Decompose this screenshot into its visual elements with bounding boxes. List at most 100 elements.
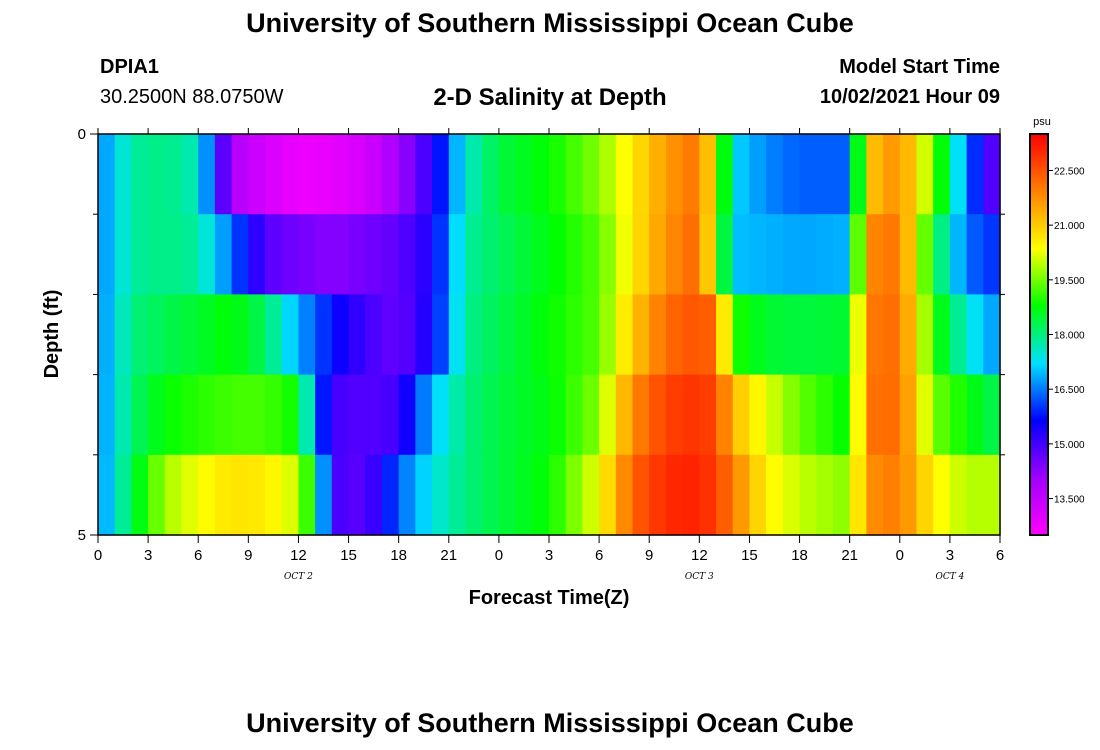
y-tick-label: 0 bbox=[78, 126, 86, 143]
heatmap-cell bbox=[716, 214, 734, 295]
colorbar-ticks: 13.500 15.000 16.500 18.000 19.500 21.000 22.5… bbox=[1048, 166, 1085, 506]
heatmap-cell bbox=[181, 454, 199, 536]
colorbar-tick-label: 16.500 bbox=[1054, 385, 1085, 396]
heatmap-cell bbox=[265, 214, 283, 295]
axes: 0 3 6 9 12 15 18 21 0 3 6 9 12 15 18 21 0 3 6 OCT 2 OCT 3 OCT… bbox=[78, 126, 1005, 582]
heatmap-cell bbox=[415, 374, 433, 456]
colorbar-tick-label: 21.000 bbox=[1054, 221, 1085, 232]
heatmap-cell bbox=[632, 454, 650, 536]
heatmap-cell bbox=[348, 374, 366, 456]
heatmap-cell bbox=[949, 294, 968, 376]
heatmap-cell bbox=[799, 134, 817, 215]
heatmap-cell bbox=[883, 454, 901, 536]
heatmap-cell bbox=[265, 454, 283, 536]
heatmap-cell bbox=[582, 134, 600, 215]
heatmap-cell bbox=[766, 454, 784, 536]
heatmap-cell bbox=[816, 214, 834, 295]
heatmap-cell bbox=[849, 214, 867, 295]
heatmap-cell bbox=[98, 294, 116, 376]
heatmap-cell bbox=[883, 294, 901, 376]
heatmap-cell bbox=[465, 374, 483, 456]
heatmap-cell bbox=[98, 134, 116, 215]
heatmap-cell bbox=[615, 214, 634, 295]
x-tick-label: 0 bbox=[495, 547, 503, 564]
heatmap-cell bbox=[398, 374, 416, 456]
heatmap-cell bbox=[381, 374, 400, 456]
heatmap-cell bbox=[899, 134, 918, 215]
heatmap-cell bbox=[148, 374, 166, 456]
heatmap-cell bbox=[832, 294, 851, 376]
heatmap-cell bbox=[231, 294, 249, 376]
heatmap-cell bbox=[716, 454, 734, 536]
heatmap-cell bbox=[131, 454, 149, 536]
heatmap-cell bbox=[114, 134, 132, 215]
heatmap-cell bbox=[315, 374, 333, 456]
heatmap-cell bbox=[699, 134, 717, 215]
heatmap-cell bbox=[298, 454, 316, 536]
heatmap-cell bbox=[916, 134, 934, 215]
heatmap-cell bbox=[515, 294, 533, 376]
heatmap-cell bbox=[832, 134, 851, 215]
page-title: University of Southern Mississippi Ocean… bbox=[246, 8, 854, 38]
heatmap-cell bbox=[498, 214, 517, 295]
x-tick-label: 21 bbox=[440, 547, 457, 564]
heatmap-cell bbox=[699, 214, 717, 295]
heatmap-cell bbox=[782, 294, 801, 376]
heatmap-cell bbox=[131, 134, 149, 215]
heatmap-cell bbox=[164, 214, 183, 295]
heatmap-cell bbox=[281, 134, 300, 215]
heatmap-cell bbox=[415, 214, 433, 295]
y-axis-label: Depth (ft) bbox=[41, 290, 63, 379]
heatmap-cell bbox=[649, 374, 667, 456]
heatmap-cell bbox=[565, 214, 583, 295]
x-tick-label: 12 bbox=[290, 547, 307, 564]
heatmap-cell bbox=[716, 294, 734, 376]
heatmap-cell bbox=[565, 374, 583, 456]
heatmap-cell bbox=[348, 294, 366, 376]
x-tick-label: 21 bbox=[841, 547, 858, 564]
heatmap-cell bbox=[749, 294, 767, 376]
heatmap-cell bbox=[565, 454, 583, 536]
heatmap-cell bbox=[716, 134, 734, 215]
heatmap-cell bbox=[933, 294, 951, 376]
heatmap-cell bbox=[365, 214, 383, 295]
heatmap-cell bbox=[465, 214, 483, 295]
heatmap-cell bbox=[482, 294, 500, 376]
heatmap-cell bbox=[816, 454, 834, 536]
heatmap-cell bbox=[732, 214, 751, 295]
heatmap-cell bbox=[415, 454, 433, 536]
heatmap-cell bbox=[131, 294, 149, 376]
heatmap-cell bbox=[766, 374, 784, 456]
heatmap-cell bbox=[665, 374, 684, 456]
heatmap-cell bbox=[732, 374, 751, 456]
heatmap-cell bbox=[331, 454, 350, 536]
heatmap-cell bbox=[315, 294, 333, 376]
heatmap-cell bbox=[465, 134, 483, 215]
heatmap-cell bbox=[782, 214, 801, 295]
x-tick-label: 6 bbox=[194, 547, 202, 564]
model-start-value: 10/02/2021 Hour 09 bbox=[819, 86, 1000, 108]
heatmap-cell bbox=[448, 454, 467, 536]
x-tick-label: 3 bbox=[144, 547, 152, 564]
heatmap-cell bbox=[649, 294, 667, 376]
heatmap-cell bbox=[732, 294, 751, 376]
heatmap-cell bbox=[849, 374, 867, 456]
heatmap-cell bbox=[899, 214, 918, 295]
heatmap-cell bbox=[498, 134, 517, 215]
colorbar bbox=[1029, 133, 1049, 536]
heatmap-cell bbox=[949, 134, 968, 215]
heatmap-cell bbox=[198, 214, 216, 295]
x-tick-label: 18 bbox=[791, 547, 808, 564]
heatmap-cell bbox=[766, 214, 784, 295]
heatmap-cell bbox=[365, 134, 383, 215]
heatmap-cell bbox=[248, 214, 266, 295]
x-tick-label: 0 bbox=[896, 547, 904, 564]
heatmap-cell bbox=[565, 294, 583, 376]
heatmap-cell bbox=[231, 374, 249, 456]
station-coordinates: 30.2500N 88.0750W bbox=[100, 86, 284, 108]
heatmap-cell bbox=[866, 374, 884, 456]
heatmap-cell bbox=[749, 214, 767, 295]
heatmap-cell bbox=[432, 214, 450, 295]
heatmap-cell bbox=[248, 374, 266, 456]
x-tick-label: 18 bbox=[390, 547, 407, 564]
